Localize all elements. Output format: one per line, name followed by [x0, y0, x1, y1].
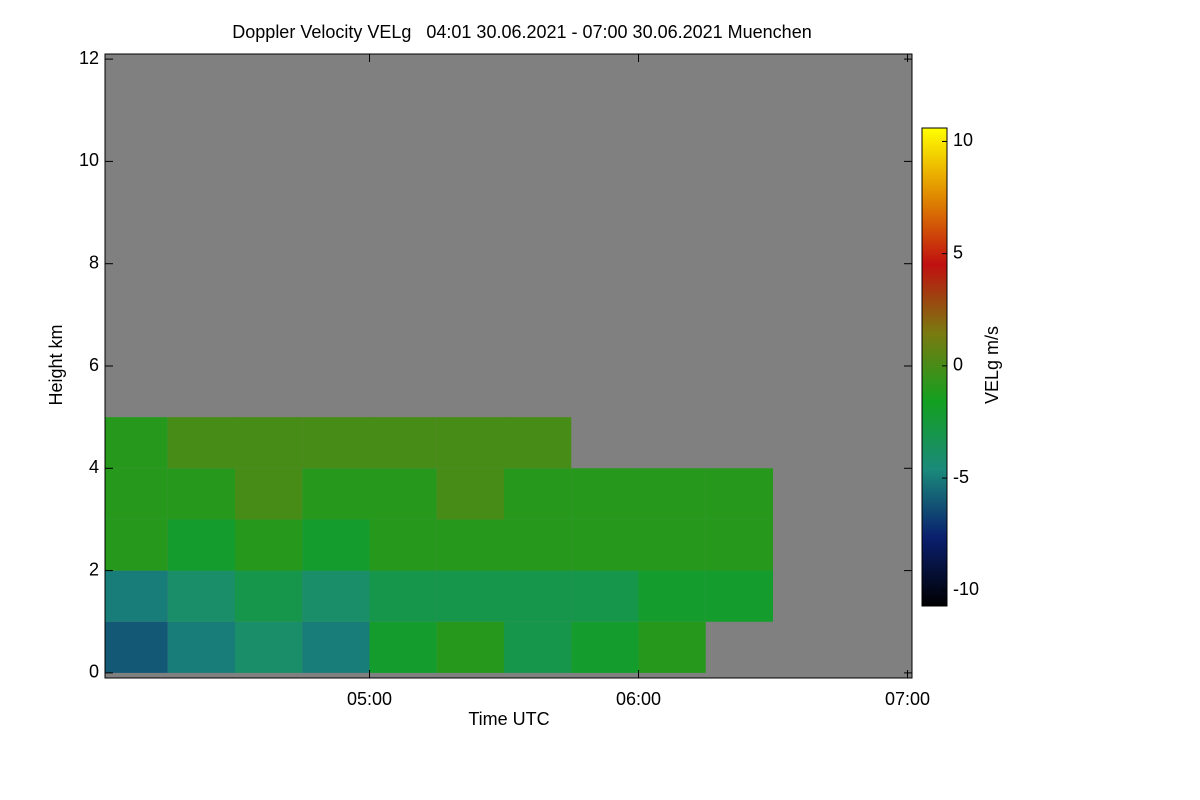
heatmap-cell: [167, 519, 236, 571]
heatmap-cell: [105, 417, 168, 469]
heatmap-cell: [105, 570, 168, 622]
y-tick-label: 0: [89, 662, 99, 682]
y-tick-label: 12: [79, 48, 99, 68]
heatmap-cell: [504, 519, 572, 571]
chart-title: Doppler Velocity VELg 04:01 30.06.2021 -…: [232, 22, 811, 42]
heatmap-cell: [167, 570, 236, 622]
heatmap-cell: [571, 621, 639, 673]
heatmap-cell: [302, 621, 370, 673]
heatmap-cell: [369, 468, 437, 520]
heatmap-cell: [235, 519, 303, 571]
y-tick-label: 6: [89, 355, 99, 375]
heatmap-cell: [302, 417, 370, 469]
heatmap-cell: [705, 468, 774, 520]
heatmap-cell: [369, 417, 437, 469]
heatmap-cell: [105, 621, 168, 673]
colorbar-label: VELg m/s: [982, 326, 1002, 404]
heatmap-cell: [302, 519, 370, 571]
heatmap-cell: [302, 570, 370, 622]
heatmap-cell: [571, 570, 639, 622]
heatmap-cell: [369, 621, 437, 673]
heatmap-cell: [504, 570, 572, 622]
heatmap-cell: [302, 468, 370, 520]
heatmap-cell: [504, 417, 572, 469]
heatmap-cell: [235, 417, 303, 469]
colorbar-tick-label: 10: [953, 130, 973, 150]
heatmap-cell: [369, 519, 437, 571]
x-tick-label: 05:00: [347, 689, 392, 709]
heatmap-cell: [235, 570, 303, 622]
y-tick-label: 8: [89, 252, 99, 272]
heatmap-cell: [436, 417, 505, 469]
x-axis-label: Time UTC: [468, 709, 549, 729]
heatmap-cell: [638, 621, 706, 673]
heatmap: [105, 417, 774, 673]
colorbar-tick-label: -10: [953, 579, 979, 599]
heatmap-cell: [504, 468, 572, 520]
x-tick-label: 07:00: [885, 689, 930, 709]
heatmap-cell: [105, 519, 168, 571]
heatmap-cell: [235, 468, 303, 520]
heatmap-cell: [705, 519, 774, 571]
colorbar-frame: [921, 127, 948, 607]
heatmap-cell: [167, 621, 236, 673]
heatmap-cell: [369, 570, 437, 622]
heatmap-cell: [235, 621, 303, 673]
y-tick-label: 2: [89, 559, 99, 579]
heatmap-cell: [436, 519, 505, 571]
heatmap-cell: [705, 570, 774, 622]
colorbar-tick-label: 0: [953, 355, 963, 375]
heatmap-cell: [436, 621, 505, 673]
heatmap-cell: [638, 519, 706, 571]
heatmap-cell: [167, 417, 236, 469]
y-tick-label: 10: [79, 150, 99, 170]
heatmap-cell: [105, 468, 168, 520]
heatmap-cell: [436, 570, 505, 622]
colorbar-tick-label: -5: [953, 467, 969, 487]
heatmap-cell: [504, 621, 572, 673]
colorbar: [922, 128, 947, 606]
heatmap-cell: [638, 468, 706, 520]
heatmap-cell: [571, 468, 639, 520]
heatmap-cell: [571, 519, 639, 571]
y-tick-label: 4: [89, 457, 99, 477]
colorbar-tick-label: 5: [953, 242, 963, 262]
heatmap-cell: [436, 468, 505, 520]
x-tick-label: 06:00: [616, 689, 661, 709]
y-axis-label: Height km: [46, 324, 66, 405]
heatmap-cell: [638, 570, 706, 622]
heatmap-cell: [167, 468, 236, 520]
